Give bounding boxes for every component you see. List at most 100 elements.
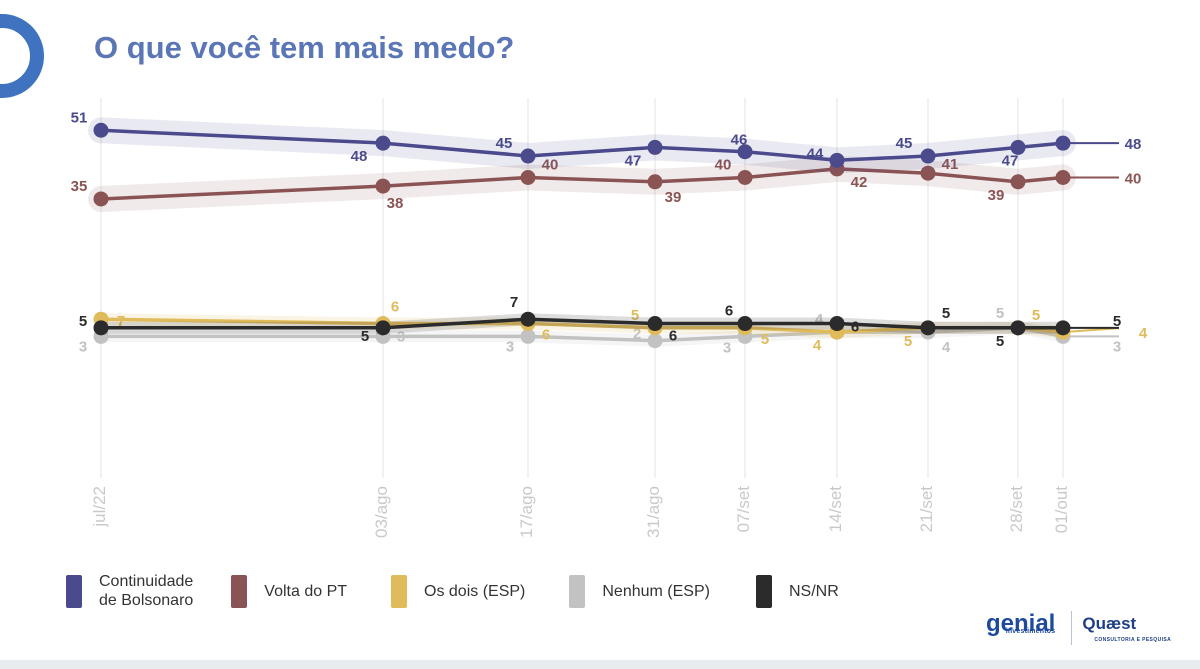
chart-legend: Continuidade de Bolsonaro Volta do PT Os do…	[66, 572, 839, 610]
point-nsnr-7	[1010, 320, 1026, 336]
data-label-nsnr: 5	[1113, 313, 1121, 330]
data-label-os_dois: 7	[117, 313, 125, 330]
legend-item-os_dois: Os dois (ESP)	[391, 574, 526, 608]
point-continuidade-8	[1055, 135, 1071, 151]
logo-divider	[1071, 611, 1073, 645]
point-nenhum-2	[520, 328, 536, 344]
quaest-logo-subtext: CONSULTORIA E PESQUISA	[1094, 636, 1172, 643]
data-label-nenhum: 2	[633, 326, 641, 343]
point-nsnr-2	[520, 311, 536, 327]
legend-item-volta_pt: Volta do PT	[231, 574, 348, 608]
point-continuidade-4	[737, 144, 753, 160]
data-label-nsnr: 6	[669, 328, 677, 345]
x-tick-label: 14/set	[826, 486, 845, 533]
legend-label: Nenhum (ESP)	[602, 582, 710, 600]
data-label-continuidade: 48	[1125, 136, 1142, 153]
point-volta_pt-0	[93, 191, 109, 207]
data-label-os_dois: 4	[813, 337, 822, 354]
data-label-nenhum: 3	[506, 338, 514, 355]
data-label-os_dois: 5	[761, 331, 769, 348]
x-tick-label: 01/out	[1052, 486, 1071, 534]
x-tick-label: 31/ago	[644, 486, 663, 538]
data-label-continuidade: 47	[1002, 152, 1019, 169]
point-nsnr-1	[375, 320, 391, 336]
point-nsnr-0	[93, 320, 109, 336]
data-label-volta_pt: 40	[542, 157, 559, 174]
legend-label: Continuidade de Bolsonaro	[99, 573, 194, 609]
data-label-continuidade: 44	[807, 145, 824, 162]
point-continuidade-2	[520, 148, 536, 164]
x-tick-label: 17/ago	[517, 486, 536, 538]
point-volta_pt-2	[520, 170, 536, 185]
data-label-nenhum: 5	[996, 305, 1004, 322]
point-nsnr-8	[1055, 320, 1071, 336]
point-volta_pt-7	[1010, 174, 1026, 190]
legend-swatch	[391, 574, 408, 608]
point-continuidade-3	[647, 139, 663, 155]
point-continuidade-6	[920, 148, 936, 164]
genial-logo: genial investimentos	[986, 612, 1056, 642]
legend-swatch	[66, 574, 82, 608]
legend-label: Volta do PT	[264, 582, 348, 600]
legend-swatch	[755, 574, 772, 608]
point-continuidade-1	[375, 135, 391, 151]
data-label-os_dois: 5	[1032, 307, 1040, 324]
legend-label: NS/NR	[788, 582, 839, 600]
data-label-nsnr: 5	[996, 333, 1004, 350]
data-label-nenhum: 3	[397, 328, 405, 345]
x-tick-label: 03/ago	[372, 486, 391, 538]
point-nsnr-5	[829, 316, 845, 332]
data-label-nsnr: 7	[510, 294, 518, 311]
data-label-nenhum: 4	[815, 311, 824, 328]
x-tick-label: jul/22	[90, 486, 109, 528]
data-label-nenhum: 3	[723, 339, 731, 356]
data-label-continuidade: 45	[496, 135, 513, 152]
quaest-logo: Quæst CONSULTORIA E PESQUISA	[1082, 613, 1170, 643]
data-label-nenhum: 3	[79, 338, 87, 355]
x-tick-label: 07/set	[734, 486, 753, 533]
legend-swatch	[231, 574, 248, 608]
point-volta_pt-8	[1055, 170, 1071, 185]
data-label-continuidade: 45	[896, 135, 913, 152]
bottom-bar	[0, 660, 1200, 669]
x-tick-label: 28/set	[1007, 486, 1026, 533]
point-nenhum-3	[647, 333, 663, 349]
data-label-nsnr: 5	[361, 328, 369, 345]
legend-item-nenhum: Nenhum (ESP)	[569, 574, 710, 608]
point-continuidade-7	[1010, 139, 1026, 155]
legend-item-continuidade: Continuidade de Bolsonaro	[66, 572, 193, 610]
point-volta_pt-6	[920, 165, 936, 181]
data-label-nsnr: 5	[942, 305, 950, 322]
genial-logo-subtext: investimentos	[1005, 628, 1056, 635]
data-label-volta_pt: 40	[715, 157, 732, 174]
data-label-nenhum: 3	[1113, 338, 1121, 355]
quaest-logo-text: Quæst	[1082, 613, 1137, 633]
data-label-os_dois: 4	[1139, 325, 1148, 342]
point-volta_pt-3	[647, 174, 663, 190]
point-continuidade-5	[829, 152, 845, 168]
legend-label: Os dois (ESP)	[424, 582, 526, 600]
point-volta_pt-1	[375, 178, 391, 194]
page-title: O que você tem mais medo?	[94, 30, 515, 65]
data-label-continuidade: 48	[351, 148, 368, 165]
data-label-nenhum: 4	[942, 339, 951, 356]
data-label-volta_pt: 42	[851, 174, 868, 191]
data-label-continuidade: 51	[71, 109, 88, 126]
point-nsnr-6	[920, 320, 936, 336]
data-label-os_dois: 6	[391, 299, 399, 316]
footer-logos: genial investimentos Quæst CONSULTORIA E…	[986, 610, 1171, 646]
point-nsnr-3	[647, 316, 663, 332]
data-label-os_dois: 5	[904, 333, 912, 350]
data-label-volta_pt: 41	[942, 156, 959, 173]
legend-item-nsnr: NS/NR	[755, 574, 839, 608]
data-label-nsnr: 6	[725, 303, 733, 320]
legend-swatch	[569, 574, 586, 608]
point-volta_pt-4	[737, 170, 753, 185]
data-label-volta_pt: 39	[988, 187, 1005, 204]
genial-logo-text: genial	[986, 610, 1056, 637]
data-label-volta_pt: 38	[387, 195, 404, 212]
data-label-continuidade: 46	[731, 132, 748, 149]
data-label-os_dois: 5	[631, 307, 639, 324]
point-continuidade-0	[93, 122, 109, 138]
